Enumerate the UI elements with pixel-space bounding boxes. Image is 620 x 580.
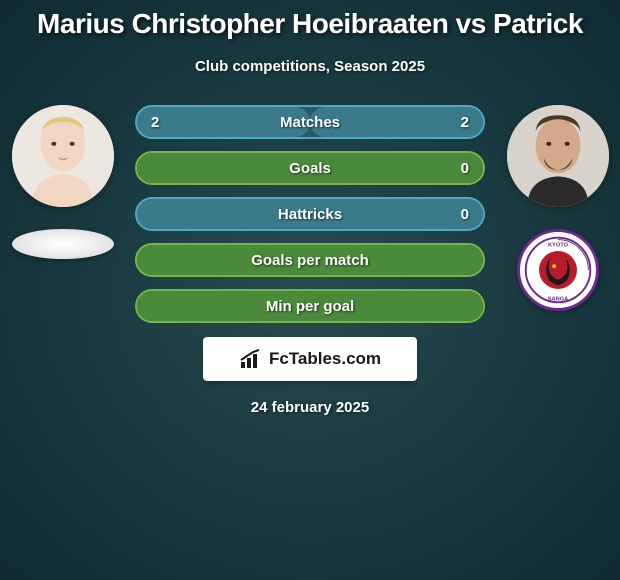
page-title: Marius Christopher Hoeibraaten vs Patric… — [0, 8, 620, 40]
svg-text:SANGA: SANGA — [547, 296, 568, 302]
stat-value-right: 0 — [461, 160, 469, 177]
comparison-card: Marius Christopher Hoeibraaten vs Patric… — [0, 0, 620, 416]
stat-value-left: 2 — [151, 114, 159, 131]
avatar-left-icon — [12, 105, 114, 207]
club-right-badge: KYOTO SANGA — [517, 229, 599, 311]
subtitle: Club competitions, Season 2025 — [0, 58, 620, 75]
club-left-badge — [12, 229, 114, 259]
brand-badge[interactable]: FcTables.com — [203, 337, 417, 381]
stat-bar: Goals per match — [135, 243, 485, 277]
stat-label: Min per goal — [266, 298, 354, 315]
brand-text: FcTables.com — [269, 349, 381, 369]
stat-bar: Min per goal — [135, 289, 485, 323]
date-line: 24 february 2025 — [0, 399, 620, 416]
avatar-right-icon — [507, 105, 609, 207]
stat-value-right: 0 — [461, 206, 469, 223]
player-left-column — [8, 105, 117, 259]
stat-bar: Hattricks 0 — [135, 197, 485, 231]
stat-label: Goals — [289, 160, 331, 177]
content-row: Matches 2 2 Goals 0 Hattricks 0 Goals per match… — [0, 105, 620, 323]
player-left-avatar — [12, 105, 114, 207]
stat-bar: Goals 0 — [135, 151, 485, 185]
svg-text:KYOTO: KYOTO — [547, 242, 568, 248]
stat-bar: Matches 2 2 — [135, 105, 485, 139]
stat-value-right: 2 — [461, 114, 469, 131]
stat-label: Goals per match — [251, 252, 369, 269]
player-right-avatar — [507, 105, 609, 207]
stat-label: Matches — [280, 114, 340, 131]
chart-icon — [239, 348, 265, 370]
stat-label: Hattricks — [278, 206, 342, 223]
player-right-column: KYOTO SANGA — [503, 105, 612, 311]
club-right-icon: KYOTO SANGA — [520, 232, 596, 308]
stats-column: Matches 2 2 Goals 0 Hattricks 0 Goals per match… — [135, 105, 485, 323]
